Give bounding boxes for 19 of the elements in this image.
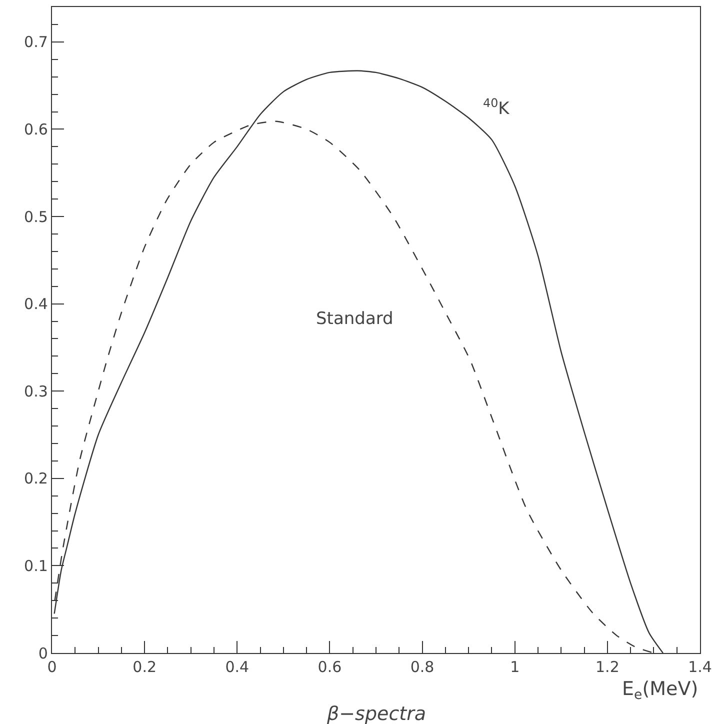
- text: Standard: [316, 309, 394, 329]
- y-tick-label: 0.2: [24, 470, 48, 488]
- y-tick-label: 0.3: [24, 382, 48, 400]
- x-tick-label: 0.8: [410, 658, 434, 676]
- y-tick-label: 0.1: [24, 556, 48, 575]
- x-tick-label: 0.4: [225, 658, 250, 676]
- y-tick-label: 0.5: [24, 208, 48, 226]
- y-tick-label: 0.6: [24, 120, 48, 138]
- x-tick-label: 1: [510, 658, 520, 676]
- y-tick-label: 0.4: [24, 295, 48, 314]
- y-tick-label: 0.7: [24, 33, 48, 52]
- text: β−spectra: [326, 703, 426, 724]
- x-tick-label: 1.2: [596, 658, 620, 676]
- x-axis-title: E$_{e}$(MeV): [622, 678, 698, 703]
- x-tick-label: 1.4: [688, 658, 712, 676]
- series-label: $^{40}$K: [483, 96, 510, 120]
- x-tick-label: 0.2: [132, 658, 156, 676]
- x-tick-label: 0.6: [318, 658, 342, 676]
- y-tick-label: 0: [38, 644, 48, 662]
